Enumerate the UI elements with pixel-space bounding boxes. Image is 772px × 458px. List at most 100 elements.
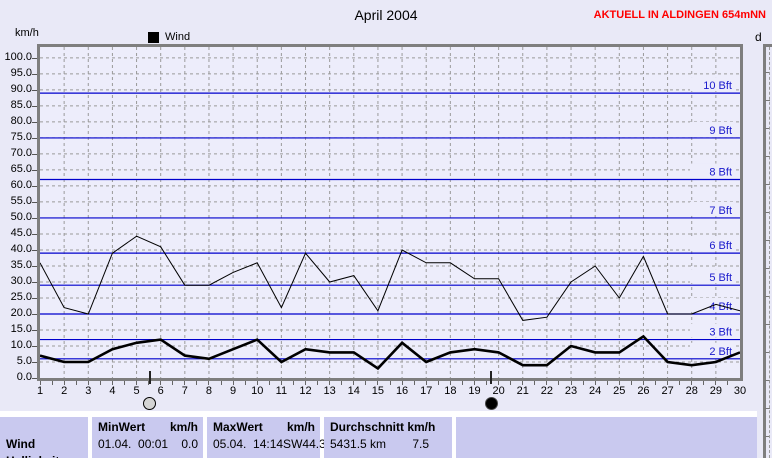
- wind-peak-thin-line: [40, 235, 740, 321]
- page-title: April 2004: [354, 7, 418, 23]
- x-tick-mark: [244, 381, 246, 385]
- x-tick-mark: [727, 381, 729, 385]
- stats-col-rowlabels: Wind Helligkeit: [0, 417, 88, 458]
- adjacent-panel-tick: [765, 380, 770, 381]
- y-tick-label: 80.0: [10, 114, 32, 127]
- adjacent-panel-tick: [765, 296, 770, 297]
- x-tick-mark: [473, 381, 475, 385]
- beaufort-label: 5 Bft: [709, 272, 732, 284]
- x-tick-mark: [437, 381, 439, 385]
- station-note: AKTUELL IN ALDINGEN 654mNN: [593, 9, 766, 21]
- y-tick-label: 0.0: [16, 371, 32, 383]
- wind-chart-svg: 2 Bft 3 Bft 4 Bft 5 Bft 6 Bft 7 Bft 8 Bft 9 Bft…: [40, 47, 740, 378]
- x-tick-mark: [220, 381, 222, 385]
- x-tick-mark: [461, 381, 463, 385]
- x-tick-mark: [413, 381, 415, 385]
- x-tick-mark: [642, 381, 644, 385]
- stats-col-maxwert: MaxWert km/h 05.04. 14:14SW 44.3: [207, 417, 326, 458]
- y-tick-label: 60.0: [10, 178, 32, 191]
- stats-col-empty: [456, 417, 757, 458]
- next-panel-label: d: [755, 30, 762, 44]
- x-tick-label: 2: [61, 385, 68, 397]
- x-tick-label: 13: [323, 385, 336, 397]
- x-tick-mark: [582, 381, 584, 385]
- x-tick-mark: [99, 381, 101, 385]
- y-tick-mark: [32, 378, 37, 379]
- y-axis-unit-label: km/h: [15, 27, 39, 39]
- beaufort-label: 6 Bft: [709, 240, 732, 252]
- x-tick-mark: [498, 381, 500, 385]
- y-tick-mark: [32, 73, 37, 75]
- x-tick-mark: [184, 381, 186, 385]
- y-tick-label: 85.0: [10, 98, 32, 111]
- stats-table: Wind Helligkeit MinWert km/h 01.04. 00:0…: [0, 417, 757, 458]
- beaufort-label: 4 Bft: [709, 301, 732, 313]
- x-tick-label: 20: [492, 385, 505, 397]
- x-tick-label: 14: [347, 385, 360, 397]
- x-tick-mark: [75, 381, 77, 385]
- y-tick-label: 40.0: [10, 242, 32, 255]
- x-tick-label: 1: [36, 385, 44, 397]
- y-tick-label: 5.0: [16, 354, 32, 367]
- x-tick-mark: [305, 381, 307, 385]
- wind-chart-plot-area: 2 Bft 3 Bft 4 Bft 5 Bft 6 Bft 7 Bft 8 Bft 9 Bft…: [37, 44, 743, 381]
- y-tick-mark: [32, 233, 37, 235]
- x-tick-label: 28: [685, 385, 698, 397]
- y-tick-mark: [32, 313, 37, 315]
- windweg-value: 5431.5 km: [330, 437, 387, 451]
- y-tick-label: 25.0: [10, 290, 32, 303]
- x-tick-mark: [160, 381, 162, 385]
- adjacent-panel-tick: [765, 324, 770, 325]
- x-tick-mark: [51, 381, 53, 385]
- x-tick-mark: [486, 381, 488, 385]
- x-tick-label: 4: [109, 385, 116, 397]
- x-tick-mark: [679, 381, 681, 385]
- adjacent-panel-tick: [765, 72, 770, 73]
- x-tick-mark: [341, 381, 343, 385]
- x-tick-mark: [317, 381, 319, 385]
- y-tick-mark: [32, 329, 37, 331]
- x-tick-mark: [196, 381, 198, 385]
- y-tick-label: 95.0: [10, 66, 32, 79]
- x-tick-label: 26: [637, 385, 650, 397]
- y-tick-mark: [32, 297, 37, 299]
- x-tick-mark: [534, 381, 536, 385]
- minwert-timestamp: 01.04. 00:01: [98, 437, 169, 451]
- minwert-value: 0.0: [181, 437, 198, 451]
- y-tick-mark: [32, 57, 37, 59]
- y-tick-mark: [32, 137, 37, 139]
- x-tick-mark: [353, 381, 355, 385]
- adjacent-panel-sliver: [763, 44, 772, 458]
- x-tick-mark: [425, 381, 427, 385]
- x-tick-mark: [292, 381, 294, 385]
- x-tick-mark: [377, 381, 379, 385]
- y-tick-mark: [32, 185, 37, 187]
- x-tick-mark: [401, 381, 403, 385]
- y-tick-mark: [32, 281, 37, 283]
- adjacent-panel-tick: [765, 352, 770, 353]
- x-tick-mark: [148, 381, 150, 385]
- table-separator-strip: [0, 411, 757, 417]
- beaufort-label: 3 Bft: [709, 327, 732, 339]
- x-tick-mark: [365, 381, 367, 385]
- x-tick-label: 21: [516, 385, 529, 397]
- moon-marker-tick: [490, 371, 493, 384]
- empty-header-cell: [6, 420, 83, 435]
- x-tick-label: 16: [395, 385, 409, 397]
- wind-series-swatch-icon: [148, 31, 159, 43]
- x-tick-label: 17: [420, 385, 433, 397]
- legend: Wind: [148, 31, 190, 43]
- maxwert-value: 44.3: [302, 437, 326, 451]
- y-tick-label: 70.0: [10, 146, 32, 159]
- adjacent-panel-tick: [765, 408, 770, 409]
- stats-col-minwert: MinWert km/h 01.04. 00:01 0.0: [92, 417, 203, 458]
- y-tick-label: 50.0: [10, 210, 32, 223]
- y-tick-mark: [32, 345, 37, 347]
- x-tick-label: 22: [540, 385, 554, 397]
- minwert-header: MinWert: [98, 420, 146, 434]
- x-tick-mark: [329, 381, 331, 385]
- x-tick-mark: [268, 381, 270, 385]
- adjacent-panel-tick: [765, 240, 770, 241]
- adjacent-panel-tick: [765, 156, 770, 157]
- x-tick-label: 7: [181, 385, 188, 397]
